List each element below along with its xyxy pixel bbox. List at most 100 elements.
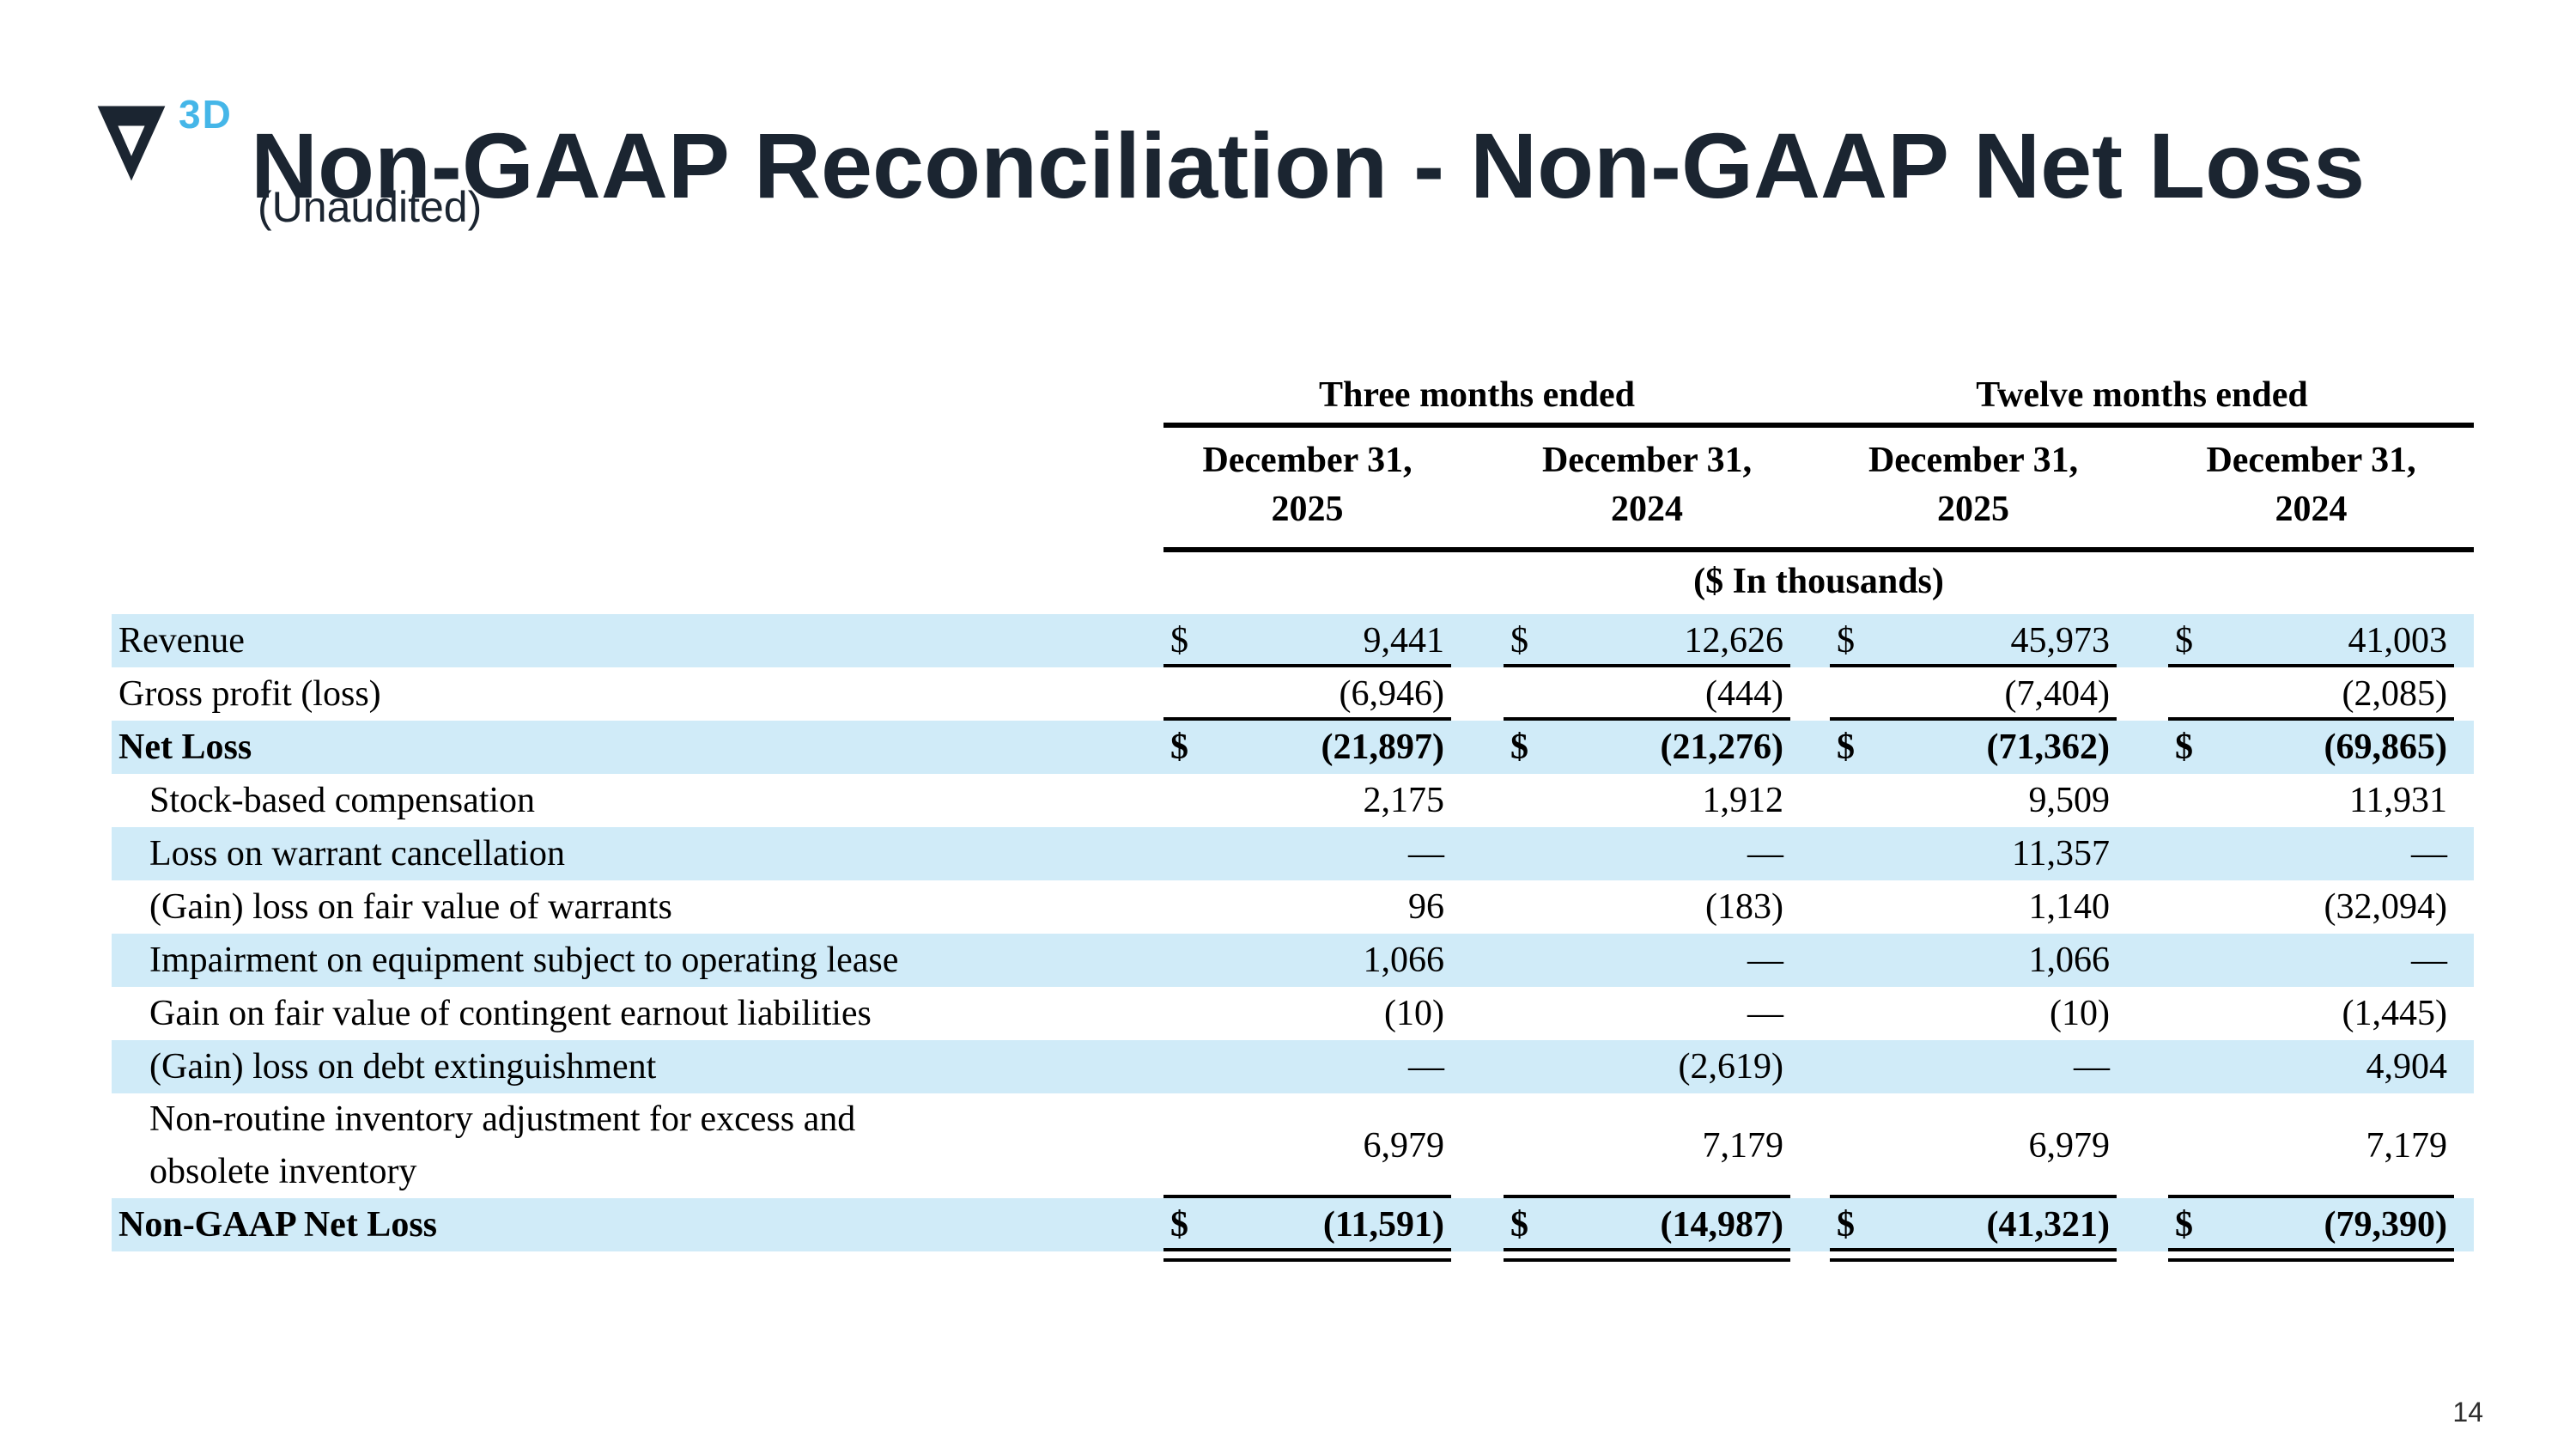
table-row: Gain on fair value of contingent earnout… [112, 987, 2474, 1040]
column-gap [2117, 1198, 2168, 1251]
dollar-sign: $ [1170, 1205, 1188, 1245]
row-label: Impairment on equipment subject to opera… [149, 940, 899, 980]
value-cell: $ (11,591) [1163, 1198, 1451, 1263]
row-label: Non-GAAP Net Loss [118, 1204, 438, 1245]
cell-value: (41,321) [1986, 1205, 2110, 1245]
value-cell: 96 [1163, 880, 1451, 934]
value-cell: 6,979 [1830, 1093, 2117, 1198]
column-gap [2117, 1093, 2168, 1198]
column-gap [1451, 987, 1504, 1040]
cell-value: (71,362) [1986, 728, 2110, 768]
cell-value: (444) [1705, 674, 1783, 715]
column-gap [2117, 827, 2168, 880]
value-cell: $41,003 [2168, 614, 2454, 668]
column-gap [1790, 1198, 1830, 1251]
cell-value: 1,066 [2028, 941, 2111, 981]
column-header-q-2024: December 31, 2024 [1541, 441, 1753, 529]
value-cell: $ (79,390) [2168, 1198, 2454, 1263]
value-cell: $ (14,987) [1504, 1198, 1790, 1263]
cell-value: 1,066 [1363, 941, 1445, 981]
column-gap [1790, 1093, 1830, 1198]
row-tail [2454, 667, 2474, 721]
logo-3d-label: 3D [179, 92, 233, 137]
value-cell: — [1504, 827, 1790, 880]
column-gap [1451, 934, 1504, 987]
cell-value: (2,619) [1678, 1047, 1783, 1087]
value-cell: 1,140 [1830, 880, 2117, 934]
table-row: (Gain) loss on debt extinguishment — (2,61… [112, 1040, 2474, 1094]
cell-value: 11,357 [2012, 834, 2110, 874]
value-cell: 7,179 [2168, 1093, 2454, 1198]
column-gap [1451, 1040, 1504, 1093]
column-header-y-2025: December 31, 2025 [1868, 441, 2079, 529]
value-cell: 11,931 [2168, 774, 2454, 827]
group-header-three-months: Three months ended [1319, 375, 1635, 415]
cell-value: — [1408, 834, 1444, 874]
table-date-header-row: December 31, 2025 December 31, 2024 Dece… [112, 428, 2474, 547]
column-gap [2117, 721, 2168, 774]
value-cell: $9,441 [1163, 614, 1451, 668]
cell-value: (7,404) [2004, 674, 2110, 715]
cell-value: 11,931 [2349, 781, 2447, 821]
column-gap [1451, 667, 1504, 721]
row-tail [2454, 1093, 2474, 1198]
table-row: Loss on warrant cancellation — — 11,357 — [112, 827, 2474, 881]
row-tail [2454, 827, 2474, 880]
dollar-sign: $ [2175, 728, 2193, 768]
company-logo: 3D [96, 92, 251, 191]
row-tail [2454, 774, 2474, 827]
table-row: Impairment on equipment subject to opera… [112, 934, 2474, 988]
value-cell: — [1504, 934, 1790, 987]
column-gap [1790, 614, 1830, 667]
table-row: Net Loss $ (21,897) $ (21,276) $ (71,362) $ (69,… [112, 721, 2474, 775]
value-cell: (444) [1504, 667, 1790, 721]
table-group-header-row: Three months ended Twelve months ended [112, 374, 2474, 423]
value-cell: (6,946) [1163, 667, 1451, 721]
cell-value: (32,094) [2324, 887, 2447, 928]
reconciliation-table: Three months ended Twelve months ended D… [112, 374, 2474, 1263]
table-body: Revenue $9,441 $12,626 $45,973 $41,003 Gross … [112, 614, 2474, 1263]
column-gap [2117, 880, 2168, 934]
row-label: Gross profit (loss) [118, 673, 381, 714]
column-gap [1451, 721, 1504, 774]
row-tail [2454, 614, 2474, 667]
dollar-sign: $ [1510, 1205, 1528, 1245]
row-tail [2454, 1198, 2474, 1251]
page-number: 14 [2452, 1397, 2483, 1428]
value-cell: $ (21,276) [1504, 721, 1790, 774]
table-row: (Gain) loss on fair value of warrants 96 (… [112, 880, 2474, 934]
table-row: Non-GAAP Net Loss $ (11,591) $ (14,987) $ (41,… [112, 1198, 2474, 1263]
value-cell: 7,179 [1504, 1093, 1790, 1198]
cell-value: (21,276) [1660, 728, 1783, 768]
value-cell: — [1504, 987, 1790, 1040]
cell-value: 41,003 [2348, 621, 2448, 661]
column-gap [1451, 827, 1504, 880]
column-gap [1451, 1198, 1504, 1251]
value-cell: (7,404) [1830, 667, 2117, 721]
value-cell: 11,357 [1830, 827, 2117, 880]
dollar-sign: $ [1170, 621, 1188, 661]
dollar-sign: $ [2175, 621, 2193, 661]
value-cell: — [2168, 934, 2454, 987]
column-gap [1790, 1040, 1830, 1093]
row-tail [2454, 987, 2474, 1040]
row-tail [2454, 1040, 2474, 1093]
dollar-sign: $ [1510, 621, 1528, 661]
value-cell: 4,904 [2168, 1040, 2454, 1093]
cell-value: (21,897) [1321, 728, 1444, 768]
row-label: (Gain) loss on fair value of warrants [149, 886, 672, 927]
row-tail [2454, 880, 2474, 934]
row-label: Loss on warrant cancellation [149, 833, 565, 874]
cell-value: (183) [1705, 887, 1783, 928]
value-cell: $ (69,865) [2168, 721, 2454, 774]
cell-value: 1,912 [1702, 781, 1784, 821]
column-gap [1790, 880, 1830, 934]
value-cell: 2,175 [1163, 774, 1451, 827]
horizontal-rule [1163, 423, 2474, 428]
cell-value: 9,509 [2028, 781, 2111, 821]
cell-value: (79,390) [2324, 1205, 2447, 1245]
column-gap [1790, 827, 1830, 880]
column-gap [1451, 880, 1504, 934]
cell-value: 4,904 [2366, 1047, 2448, 1087]
